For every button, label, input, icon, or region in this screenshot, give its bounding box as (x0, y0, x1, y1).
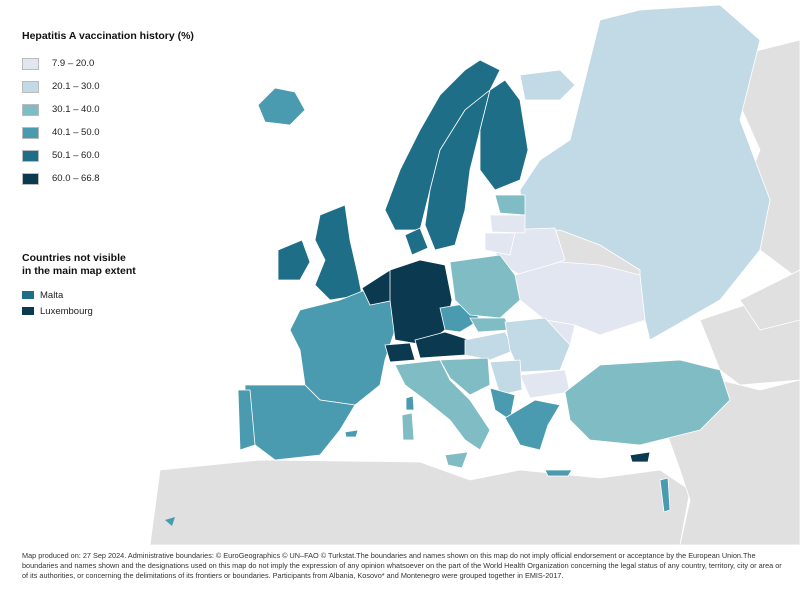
region-cyprus (629, 451, 651, 463)
region-corsica (405, 395, 415, 411)
region-latvia (489, 214, 526, 234)
not-visible-title-line2: in the main map extent (22, 265, 136, 277)
region-romania (504, 317, 571, 373)
region-israel (659, 477, 671, 513)
region-slovenia-croatia (439, 357, 491, 396)
region-denmark (404, 227, 429, 256)
not-visible-title-line1: Countries not visible (22, 252, 126, 264)
region-ireland (277, 239, 311, 281)
legend-label: 60.0 – 66.8 (52, 173, 100, 184)
legend-swatch (22, 103, 39, 116)
legend-item: 50.1 – 60.0 (22, 144, 202, 167)
region-serbia (489, 359, 523, 396)
legend-item: 40.1 – 50.0 (22, 121, 202, 144)
not-visible-item: Luxembourg (22, 303, 222, 319)
region-portugal (237, 389, 256, 451)
not-visible-legend: Countries not visible in the main map ex… (22, 252, 222, 319)
region-poland (449, 254, 521, 319)
region-finland (479, 79, 529, 191)
legend-swatch (22, 172, 39, 185)
region-sweden (424, 88, 491, 251)
kazakhstan (739, 269, 800, 331)
not-visible-item: Malta (22, 287, 222, 303)
not-visible-label: Luxembourg (40, 305, 93, 317)
legend-label: 7.9 – 20.0 (52, 58, 95, 69)
legend-label: 50.1 – 60.0 (52, 150, 100, 161)
region-hungary (464, 331, 516, 361)
not-visible-title: Countries not visible in the main map ex… (22, 252, 222, 278)
region-balearics (344, 429, 359, 438)
not-visible-label: Malta (40, 289, 64, 301)
legend-rows: 7.9 – 20.0 20.1 – 30.0 30.1 – 40.0 40.1 – 5… (22, 52, 202, 190)
not-visible-swatch (22, 291, 34, 299)
legend-label: 20.1 – 30.0 (52, 81, 100, 92)
legend-swatch (22, 57, 39, 70)
region-greece (504, 399, 561, 451)
region-kola (519, 69, 576, 101)
legend: Hepatitis A vaccination history (%) 7.9 … (22, 30, 202, 190)
legend-title: Hepatitis A vaccination history (%) (22, 30, 194, 42)
region-russia (519, 4, 771, 341)
europe-map (149, 4, 800, 545)
region-italy (394, 359, 491, 451)
not-visible-swatch (22, 307, 34, 315)
legend-item: 60.0 – 66.8 (22, 167, 202, 190)
legend-item: 7.9 – 20.0 (22, 52, 202, 75)
legend-item: 30.1 – 40.0 (22, 98, 202, 121)
not-visible-rows: Malta Luxembourg (22, 287, 222, 319)
legend-swatch (22, 126, 39, 139)
legend-swatch (22, 80, 39, 93)
region-bulgaria (519, 369, 571, 399)
legend-label: 40.1 – 50.0 (52, 127, 100, 138)
region-sardinia (401, 412, 415, 441)
region-estonia (494, 194, 526, 216)
north-africa (149, 459, 691, 545)
region-sicily (444, 451, 469, 469)
legend-label: 30.1 – 40.0 (52, 104, 100, 115)
region-switzerland (384, 342, 416, 363)
region-norway (384, 59, 501, 231)
legend-item: 20.1 – 30.0 (22, 75, 202, 98)
region-turkey (564, 359, 731, 446)
legend-swatch (22, 149, 39, 162)
region-uk (314, 204, 363, 301)
region-iceland (257, 87, 306, 126)
region-crete (544, 469, 573, 477)
greenland-corner (165, 517, 175, 526)
map-footnote: Map produced on: 27 Sep 2024. Administra… (22, 551, 782, 580)
region-lithuania (484, 232, 516, 256)
region-slovakia (469, 317, 511, 333)
region-ukraine (514, 261, 646, 336)
